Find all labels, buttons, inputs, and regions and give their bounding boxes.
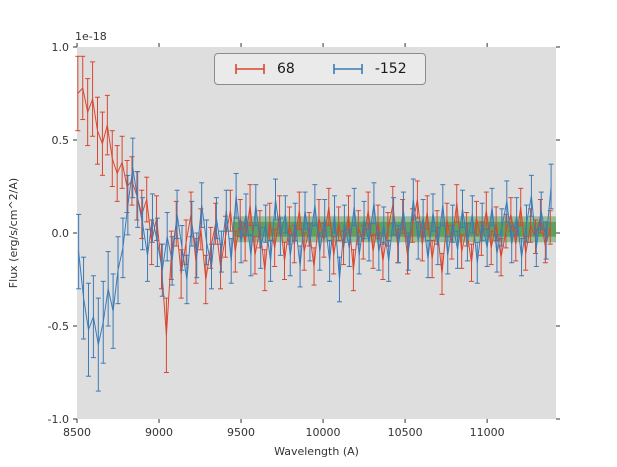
svg-text:-1.0: -1.0 xyxy=(48,413,69,426)
svg-text:8500: 8500 xyxy=(63,426,91,439)
svg-text:0.0: 0.0 xyxy=(52,227,70,240)
svg-text:11000: 11000 xyxy=(470,426,505,439)
legend-label: 68 xyxy=(277,61,295,77)
legend: 68 -152 xyxy=(214,53,426,85)
svg-text:9000: 9000 xyxy=(145,426,173,439)
svg-text:0.5: 0.5 xyxy=(52,134,70,147)
errorbar-glyph-icon xyxy=(333,64,363,74)
legend-item: 68 xyxy=(233,61,295,77)
svg-text:10000: 10000 xyxy=(306,426,341,439)
legend-item: -152 xyxy=(331,61,407,77)
svg-text:-0.5: -0.5 xyxy=(48,320,69,333)
svg-text:Wavelength (A): Wavelength (A) xyxy=(274,445,359,458)
svg-text:Flux (erg/s/cm^2/A): Flux (erg/s/cm^2/A) xyxy=(7,178,20,288)
svg-text:1.0: 1.0 xyxy=(52,41,70,54)
svg-text:9500: 9500 xyxy=(227,426,255,439)
errorbar-glyph-icon xyxy=(235,64,265,74)
svg-text:10500: 10500 xyxy=(388,426,423,439)
svg-text:1e-18: 1e-18 xyxy=(75,30,107,43)
legend-label: -152 xyxy=(374,61,407,77)
